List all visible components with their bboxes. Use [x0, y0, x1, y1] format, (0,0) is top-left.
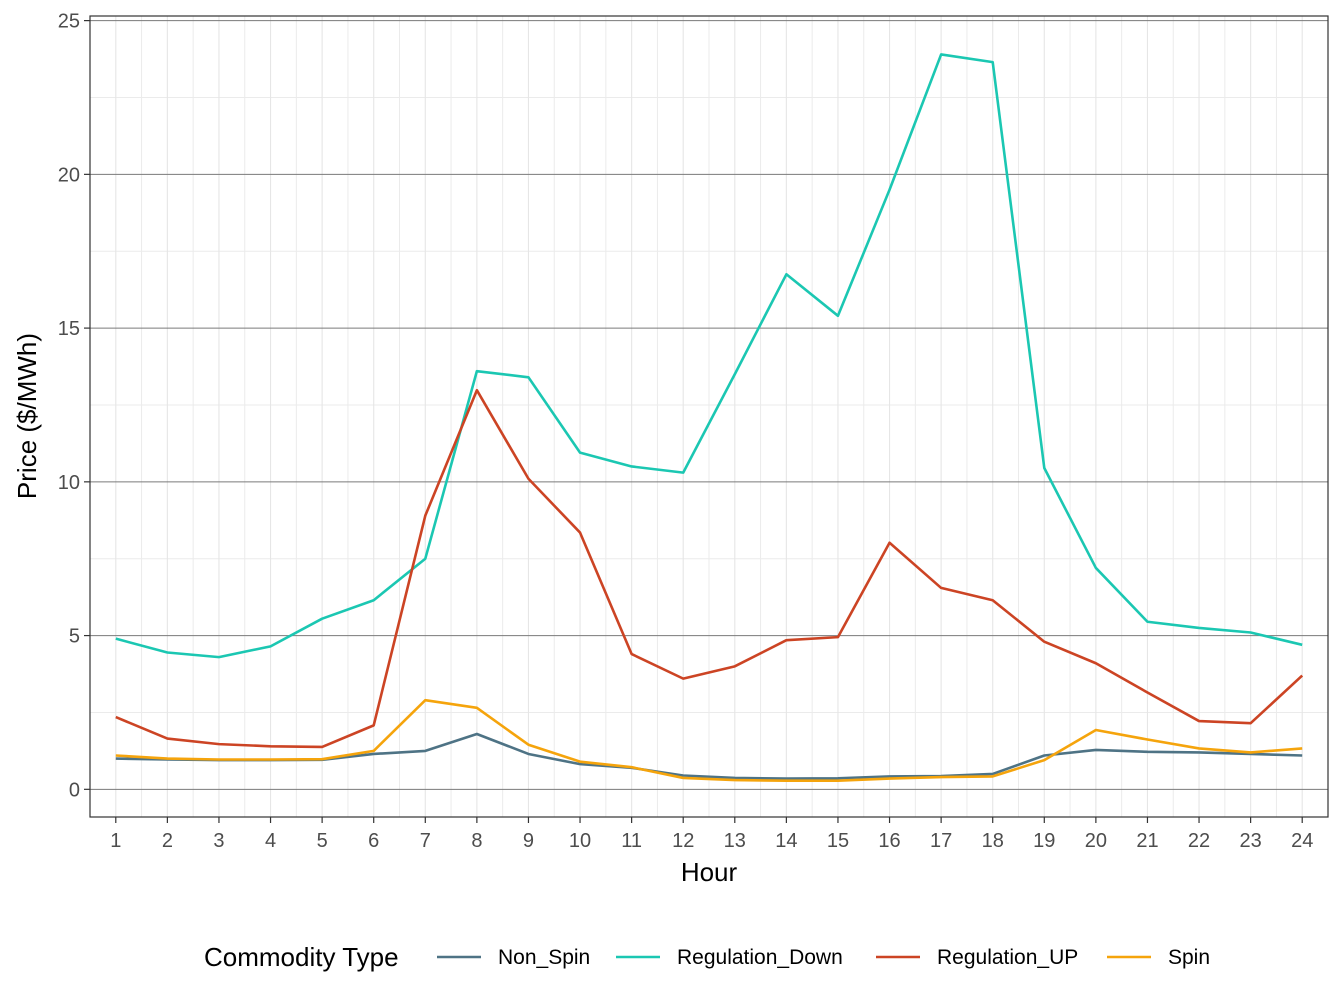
- x-tick-label: 3: [213, 830, 224, 852]
- x-tick-label: 14: [775, 830, 797, 852]
- x-tick-label: 9: [523, 830, 534, 852]
- major-gridlines: [90, 16, 1328, 817]
- minor-gridlines: [90, 16, 1328, 817]
- x-tick-label: 11: [621, 830, 642, 852]
- series-line-regulation-down: [115, 53, 1303, 659]
- x-tick-label: 19: [1033, 830, 1055, 852]
- y-tick-label: 5: [69, 626, 80, 648]
- x-tick-label: 16: [878, 830, 900, 852]
- legend-label-spin: Spin: [1168, 946, 1210, 969]
- x-tick-label: 21: [1136, 830, 1158, 852]
- x-tick-label: 12: [672, 830, 694, 852]
- legend: Commodity Type Non_Spin Regulation_Down Re…: [204, 942, 1210, 972]
- y-tick-label: 0: [69, 779, 80, 801]
- x-tick-label: 4: [265, 830, 276, 852]
- x-tick-label: 20: [1085, 830, 1107, 852]
- x-tick-label: 10: [569, 830, 591, 852]
- legend-label-non-spin: Non_Spin: [498, 946, 590, 969]
- x-tick-label: 18: [982, 830, 1004, 852]
- x-tick-label: 8: [471, 830, 482, 852]
- x-tick-label: 17: [930, 830, 952, 852]
- x-tick-label: 6: [368, 830, 379, 852]
- x-tick-label: 15: [827, 830, 849, 852]
- series-line-regulation-up: [115, 388, 1304, 749]
- x-axis: 1 2 3 4 5 6 7 8 9 10 11 12 13 14 15 16 17 18 19 20 21 22 23 24: [110, 817, 1313, 852]
- x-axis-title: Hour: [681, 857, 738, 887]
- x-tick-label: 7: [420, 830, 431, 852]
- x-tick-label: 2: [162, 830, 173, 852]
- x-tick-label: 22: [1188, 830, 1210, 852]
- plot-border: [89, 15, 1329, 818]
- legend-label-regulation-down: Regulation_Down: [677, 946, 843, 969]
- series-lines: [115, 53, 1304, 783]
- series-line-spin: [115, 698, 1303, 783]
- legend-label-regulation-up: Regulation_UP: [937, 946, 1078, 969]
- x-tick-label: 1: [110, 830, 121, 852]
- x-tick-label: 23: [1240, 830, 1262, 852]
- x-tick-label: 13: [724, 830, 746, 852]
- y-tick-label: 15: [58, 318, 80, 340]
- y-tick-label: 25: [58, 11, 80, 33]
- x-tick-label: 24: [1291, 830, 1313, 852]
- legend-title: Commodity Type: [204, 942, 399, 972]
- y-tick-label: 20: [58, 164, 80, 186]
- y-axis: 0 5 10 15 20 25: [58, 11, 90, 801]
- y-tick-label: 10: [58, 472, 80, 494]
- y-axis-title: Price ($/MWh): [12, 333, 42, 499]
- x-tick-label: 5: [317, 830, 328, 852]
